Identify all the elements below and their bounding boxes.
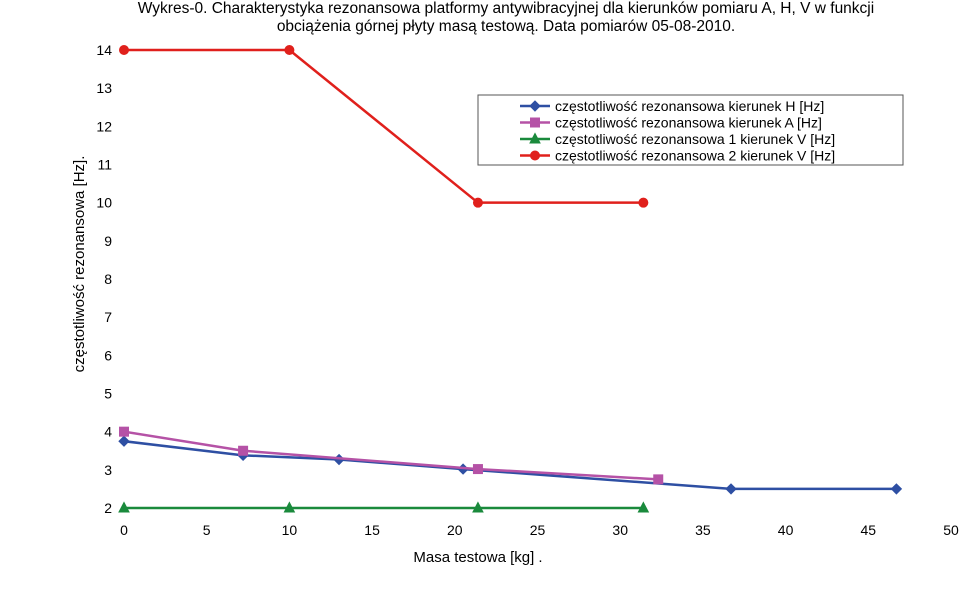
y-tick-label: 13 [96,80,112,96]
data-point [284,45,295,55]
y-tick-label: 6 [104,347,112,363]
chart-title: Wykres-0. Charakterystyka rezonansowa pl… [118,0,894,36]
y-tick-label: 11 [97,157,112,173]
legend-marker [530,150,540,161]
y-tick-label: 4 [104,424,112,440]
legend-entry-1: częstotliwość rezonansowa kierunek H [Hz… [520,98,824,114]
legend: częstotliwość rezonansowa kierunek H [Hz… [477,94,904,166]
x-tick-label: 0 [120,522,128,538]
legend-marker [530,117,540,128]
data-point [119,45,129,55]
x-tick-label: 10 [282,522,298,538]
legend-entry-4: częstotliwość rezonansowa 2 kierunek V [… [520,148,835,164]
series-1 [118,435,903,495]
series-2 [119,426,664,485]
chart-title-line-2: obciążenia górnej płyty masą testową. Da… [276,18,736,35]
x-tick-label: 40 [778,522,794,538]
legend-label: częstotliwość rezonansowa kierunek A [Hz… [555,115,822,131]
x-tick-label: 20 [447,522,463,538]
legend-marker [529,100,541,112]
x-tick-label: 30 [612,522,628,538]
y-tick-label: 5 [104,386,112,402]
x-tick-label: 35 [695,522,711,538]
data-point [283,501,296,513]
data-point [472,197,483,208]
x-tick-label: 5 [203,522,211,538]
x-tick-label: 15 [364,522,380,538]
x-tick-label: 25 [530,522,546,538]
series-line [124,48,644,204]
data-point [472,464,483,475]
data-point [637,501,650,513]
data-point [638,197,649,208]
series-4 [119,45,649,208]
series-layer [118,45,903,513]
x-tick-label: 50 [943,522,959,538]
y-tick-label: 9 [104,233,112,249]
data-point [472,501,484,513]
legend-label: częstotliwość rezonansowa 1 kierunek V [… [555,131,835,147]
y-tick-label: 3 [104,462,112,478]
y-tick-label: 10 [96,195,112,211]
legend-entry-2: częstotliwość rezonansowa kierunek A [Hz… [520,115,822,131]
legend-label: częstotliwość rezonansowa kierunek H [Hz… [555,98,824,114]
data-point [890,483,903,495]
y-tick-label: 14 [96,42,112,58]
data-point [118,501,130,513]
series-line [123,430,659,481]
chart-title-line-1: Wykres-0. Charakterystyka rezonansowa pl… [137,0,875,17]
series-3 [118,501,650,513]
legend-label: częstotliwość rezonansowa 2 kierunek V [… [555,148,835,164]
y-tick-label: 7 [104,309,112,325]
y-tick-label: 8 [104,271,112,287]
data-point [653,474,664,485]
data-point [725,483,737,495]
data-point [118,435,130,447]
x-tick-label: 45 [861,522,877,538]
legend-entry-3: częstotliwość rezonansowa 1 kierunek V [… [520,131,835,147]
legend-marker [529,132,541,144]
y-tick-label: 2 [104,500,112,516]
data-point [238,445,249,456]
y-tick-label: 12 [96,118,112,134]
y-axis-label: częstotliwość rezonansowa [Hz]. [71,156,88,373]
x-axis-label: Masa testowa [kg] . [413,549,542,566]
data-point [119,426,129,437]
